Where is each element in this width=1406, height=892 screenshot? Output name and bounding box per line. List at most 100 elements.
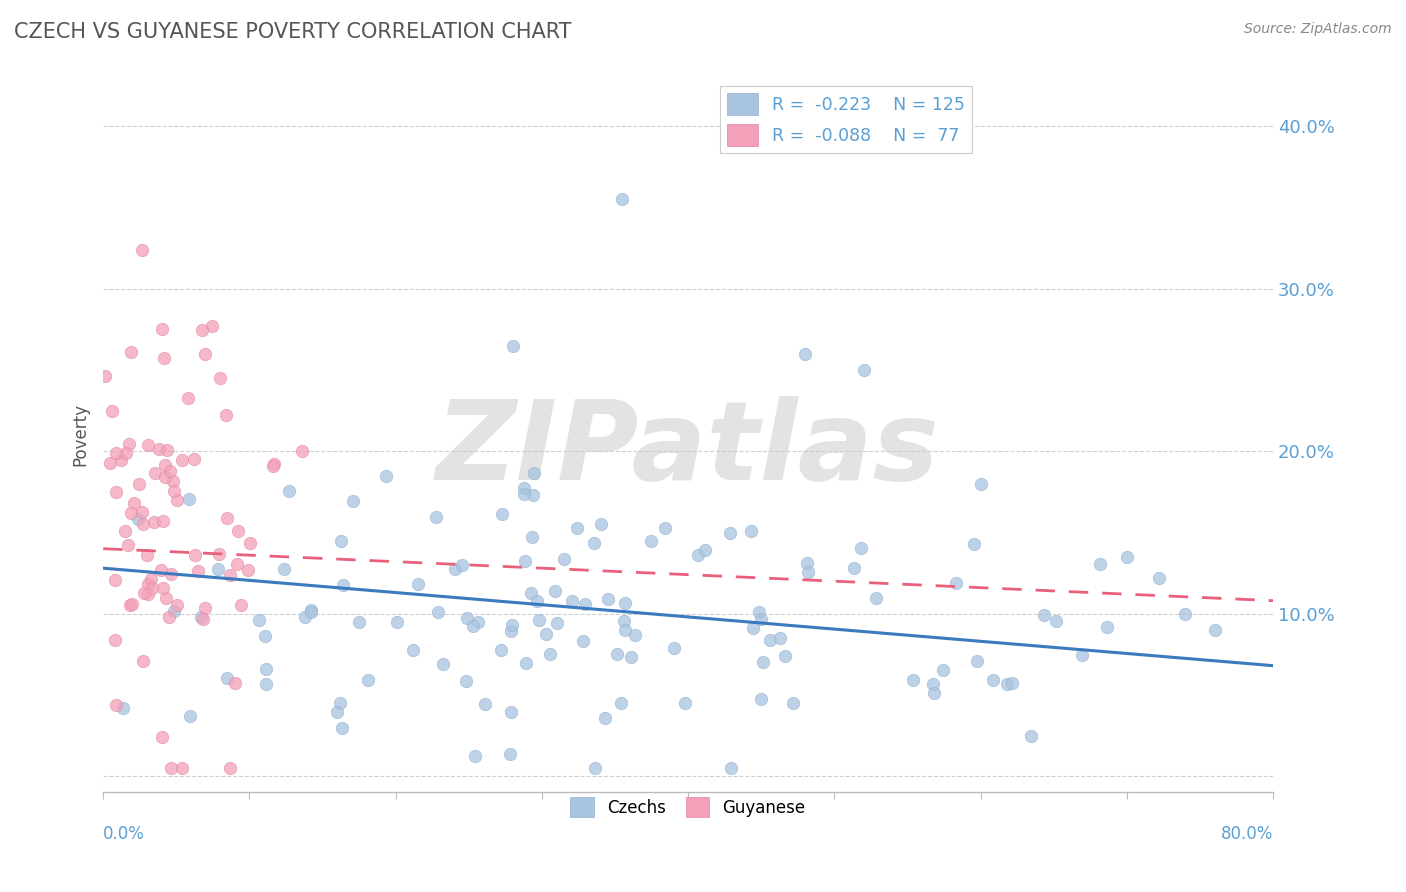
Czechs (489, 643, 512, 657)
Czechs (844, 561, 866, 575)
Guyanese (136, 587, 159, 601)
Guyanese (138, 576, 160, 591)
Czechs (1204, 623, 1226, 637)
Guyanese (209, 371, 232, 385)
Guyanese (114, 524, 136, 539)
Czechs (718, 525, 741, 540)
Czechs (444, 561, 467, 575)
Guyanese (118, 436, 141, 450)
Guyanese (162, 474, 184, 488)
Text: CZECH VS GUYANESE POVERTY CORRELATION CHART: CZECH VS GUYANESE POVERTY CORRELATION CH… (14, 22, 572, 42)
Guyanese (238, 563, 260, 577)
Guyanese (150, 322, 173, 336)
Guyanese (132, 517, 155, 532)
Czechs (474, 698, 496, 712)
Guyanese (121, 597, 143, 611)
Guyanese (98, 456, 121, 470)
Czechs (329, 696, 352, 710)
Czechs (1149, 571, 1171, 585)
Czechs (945, 575, 967, 590)
Czechs (583, 536, 606, 550)
Guyanese (159, 464, 181, 478)
Czechs (402, 643, 425, 657)
Czechs (299, 605, 322, 619)
Czechs (529, 613, 551, 627)
Czechs (782, 696, 804, 710)
Czechs (720, 761, 742, 775)
Guyanese (194, 601, 217, 615)
Czechs (273, 562, 295, 576)
Czechs (1019, 729, 1042, 743)
Czechs (865, 591, 887, 605)
Czechs (544, 584, 567, 599)
Guyanese (117, 538, 139, 552)
Czechs (1070, 648, 1092, 662)
Czechs (111, 701, 134, 715)
Guyanese (131, 505, 153, 519)
Text: ZIPatlas: ZIPatlas (436, 396, 941, 503)
Czechs (520, 585, 543, 599)
Czechs (966, 654, 988, 668)
Czechs (451, 558, 474, 572)
Czechs (596, 591, 619, 606)
Czechs (432, 657, 454, 672)
Guyanese (201, 319, 224, 334)
Guyanese (142, 516, 165, 530)
Czechs (546, 616, 568, 631)
Czechs (177, 492, 200, 507)
Guyanese (170, 453, 193, 467)
Guyanese (225, 557, 247, 571)
Czechs (740, 524, 762, 539)
Czechs (852, 363, 875, 377)
Guyanese (172, 761, 194, 775)
Czechs (903, 673, 925, 688)
Czechs (513, 554, 536, 568)
Czechs (851, 541, 873, 556)
Czechs (1174, 607, 1197, 621)
Czechs (981, 673, 1004, 688)
Guyanese (218, 568, 240, 582)
Guyanese (104, 485, 127, 500)
Czechs (623, 628, 645, 642)
Czechs (775, 649, 797, 664)
Czechs (512, 481, 534, 495)
Y-axis label: Poverty: Poverty (72, 403, 89, 467)
Czechs (278, 483, 301, 498)
Guyanese (176, 391, 198, 405)
Czechs (797, 566, 820, 580)
Czechs (299, 603, 322, 617)
Czechs (932, 663, 955, 677)
Guyanese (105, 698, 128, 713)
Guyanese (219, 761, 242, 775)
Czechs (613, 614, 636, 628)
Czechs (467, 615, 489, 629)
Czechs (609, 696, 631, 710)
Czechs (748, 605, 770, 619)
Czechs (254, 676, 277, 690)
Czechs (454, 674, 477, 689)
Guyanese (166, 598, 188, 612)
Guyanese (104, 573, 127, 587)
Czechs (742, 621, 765, 635)
Czechs (513, 487, 536, 501)
Czechs (995, 677, 1018, 691)
Czechs (1045, 614, 1067, 628)
Guyanese (101, 404, 124, 418)
Guyanese (214, 408, 236, 422)
Czechs (499, 624, 522, 638)
Guyanese (155, 591, 177, 605)
Czechs (163, 604, 186, 618)
Guyanese (131, 243, 153, 257)
Czechs (1095, 620, 1118, 634)
Czechs (769, 631, 792, 645)
Guyanese (120, 598, 142, 612)
Guyanese (263, 457, 285, 471)
Czechs (387, 615, 409, 629)
Czechs (463, 619, 485, 633)
Czechs (326, 705, 349, 719)
Guyanese (94, 369, 117, 384)
Czechs (686, 548, 709, 562)
Czechs (1115, 549, 1137, 564)
Guyanese (132, 585, 155, 599)
Czechs (332, 578, 354, 592)
